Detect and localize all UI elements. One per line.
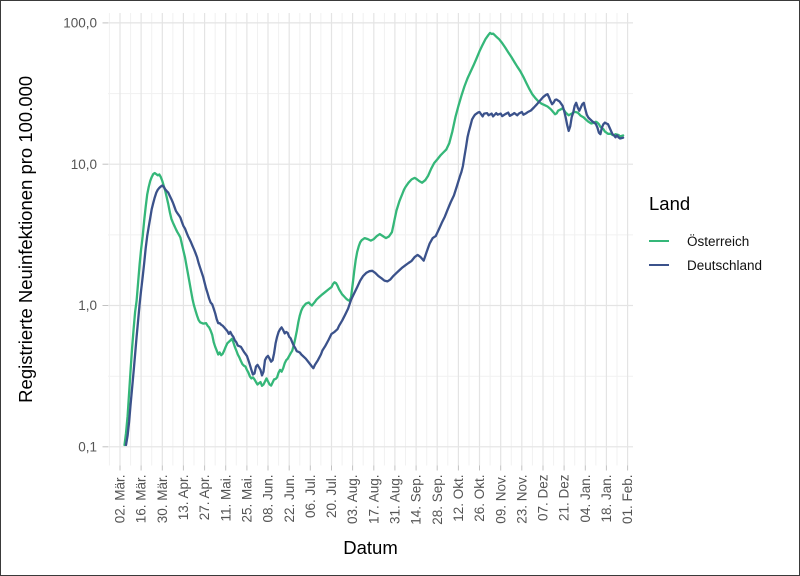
legend-key-line-deutschland	[649, 264, 669, 266]
x-tick-label: 18. Jan.	[599, 475, 614, 523]
y-tick-label: 10,0	[71, 157, 97, 172]
x-tick-label: 16. Mär.	[134, 475, 149, 524]
x-tick-label: 27. Apr.	[197, 475, 212, 521]
series-line-oesterreich	[123, 31, 625, 447]
legend-label-deutschland: Deutschland	[687, 257, 763, 273]
x-tick-label: 12. Okt.	[451, 475, 466, 522]
y-axis-title: Registrierte Neuinfektionen pro 100.000	[15, 76, 36, 403]
x-tick-label: 28. Sep.	[430, 475, 445, 525]
x-tick-label: 26. Okt.	[472, 475, 487, 522]
x-tick-label: 02. Mär.	[113, 475, 128, 524]
legend-label-oesterreich: Österreich	[687, 233, 750, 249]
x-tick-label: 03. Aug.	[345, 475, 360, 525]
x-tick-label: 21. Dez	[557, 474, 572, 521]
legend-item-deutschland: Deutschland	[649, 253, 762, 277]
x-tick-label: 22. Jun.	[282, 475, 297, 523]
x-tick-label: 01. Feb.	[620, 475, 635, 525]
x-tick-label: 23. Nov.	[514, 475, 529, 524]
x-tick-label: 06. Jul.	[303, 475, 318, 519]
x-tick-label: 17. Aug.	[366, 475, 381, 525]
legend-key-line-oesterreich	[649, 240, 669, 242]
x-tick-label: 20. Jul.	[324, 475, 339, 519]
legend-title: Land	[649, 193, 691, 214]
x-tick-label: 25. Mai.	[240, 475, 255, 523]
y-tick-label: 100,0	[63, 16, 97, 31]
x-axis-title: Datum	[343, 537, 398, 558]
legend-item-oesterreich: Österreich	[649, 229, 762, 253]
x-tick-label: 13. Apr.	[176, 475, 191, 521]
x-tick-label: 08. Jun.	[261, 475, 276, 523]
x-tick-label: 31. Aug.	[388, 475, 403, 525]
x-tick-label: 04. Jan.	[578, 475, 593, 523]
y-tick-label: 0,1	[78, 439, 97, 454]
series-group	[123, 31, 625, 447]
x-tick-label: 14. Sep.	[409, 475, 424, 525]
y-tick-label: 1,0	[78, 298, 97, 313]
x-tick-label: 11. Mai.	[218, 475, 233, 522]
series-line-deutschland	[124, 93, 625, 447]
x-tick-label: 30. Mär.	[155, 475, 170, 524]
x-tick-label: 09. Nov.	[493, 475, 508, 524]
legend: Land Österreich Deutschland	[649, 193, 762, 277]
x-tick-label: 07. Dez	[536, 474, 551, 521]
